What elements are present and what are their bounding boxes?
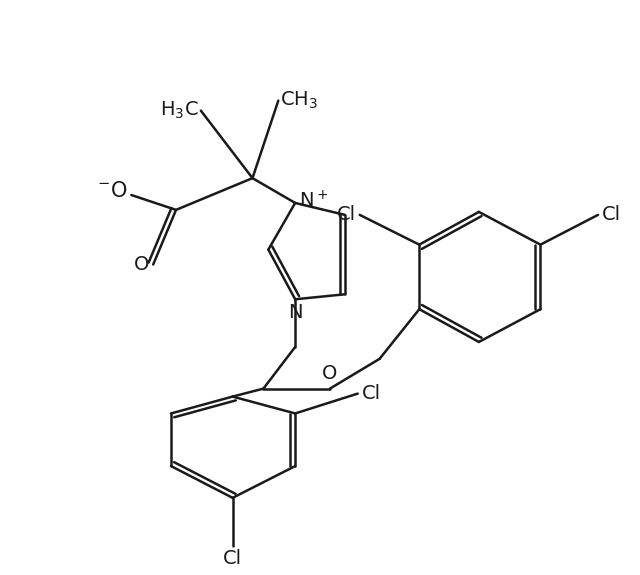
Text: Cl: Cl [337,205,356,224]
Text: N: N [288,303,303,322]
Text: CH$_3$: CH$_3$ [280,90,318,112]
Text: O: O [323,363,338,383]
Text: Cl: Cl [362,384,381,403]
Text: O: O [134,255,149,274]
Text: N$^+$: N$^+$ [299,190,328,212]
Text: Cl: Cl [602,205,621,224]
Text: Cl: Cl [223,550,242,569]
Text: $^{-}$O: $^{-}$O [97,181,127,201]
Text: H$_3$C: H$_3$C [160,100,199,121]
